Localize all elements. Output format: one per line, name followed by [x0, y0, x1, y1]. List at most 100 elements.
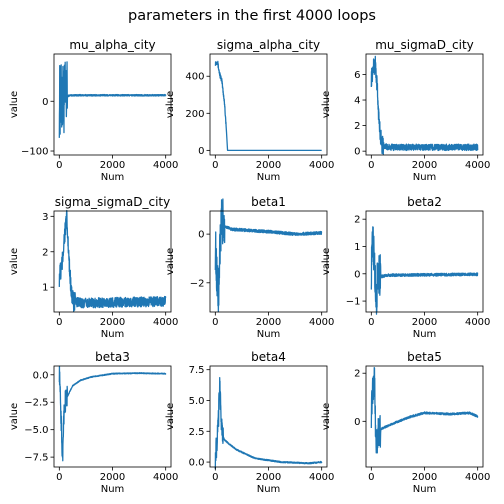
- y-tick-label: −5.0: [24, 425, 48, 436]
- y-tick-label: −1: [346, 297, 361, 308]
- y-tick-label: 400: [185, 72, 204, 83]
- x-tick-label: 4000: [309, 472, 334, 483]
- y-tick-label: 2: [354, 369, 360, 380]
- series-line: [214, 377, 323, 470]
- y-tick-label: 6: [354, 70, 360, 81]
- y-tick-label: 7.5: [189, 365, 205, 376]
- x-axis-label: Num: [101, 172, 125, 183]
- y-tick-label: 0: [198, 146, 204, 157]
- axes-frame: [365, 210, 484, 313]
- x-axis-label: Num: [101, 329, 125, 340]
- subplot-9: beta5 0 2000 4000 0 2 Num value: [321, 350, 490, 495]
- y-tick-label: 2.5: [189, 427, 205, 438]
- subplot-title: beta3: [95, 350, 130, 364]
- y-tick-label: 0.0: [33, 370, 49, 381]
- series-line: [370, 367, 479, 454]
- subplot-title: mu_sigmaD_city: [375, 38, 474, 52]
- x-tick-label: 4000: [153, 160, 178, 171]
- x-tick-label: 2000: [100, 317, 125, 328]
- figure-title: parameters in the first 4000 loops: [128, 8, 376, 24]
- y-tick-label: 0.0: [189, 458, 205, 469]
- series-line: [58, 209, 167, 313]
- x-tick-label: 2000: [256, 160, 281, 171]
- x-tick-label: 2000: [256, 317, 281, 328]
- x-tick-label: 4000: [309, 317, 334, 328]
- subplot-title: beta2: [407, 195, 442, 209]
- x-axis-label: Num: [257, 172, 281, 183]
- x-tick-label: 0: [212, 472, 218, 483]
- x-tick-label: 4000: [465, 472, 490, 483]
- x-tick-label: 2000: [412, 160, 437, 171]
- y-axis-label: value: [321, 91, 332, 118]
- series-line: [370, 226, 479, 315]
- x-axis-label: Num: [257, 484, 281, 495]
- x-axis-label: Num: [413, 329, 437, 340]
- series-line: [370, 55, 479, 155]
- y-tick-label: 0: [354, 417, 360, 428]
- subplot-6: beta2 0 2000 4000 −1 0 1 2 Num value: [321, 195, 490, 340]
- subplot-3: mu_sigmaD_city 0 2000 4000 0 2 4 6 Num value: [321, 38, 490, 183]
- x-axis-label: Num: [413, 172, 437, 183]
- subplot-title: beta1: [251, 195, 286, 209]
- y-axis-label: value: [165, 403, 176, 430]
- x-tick-label: 4000: [309, 160, 334, 171]
- x-tick-label: 0: [368, 317, 374, 328]
- y-tick-label: 0: [198, 230, 204, 241]
- y-tick-label: 200: [185, 109, 204, 120]
- x-axis-label: Num: [413, 484, 437, 495]
- y-tick-label: 3: [42, 212, 48, 223]
- y-axis-label: value: [9, 403, 20, 430]
- subplot-4: sigma_sigmaD_city 0 2000 4000 1 2 3 Num value: [9, 195, 178, 340]
- x-tick-label: 2000: [256, 472, 281, 483]
- y-axis-label: value: [321, 248, 332, 275]
- y-tick-label: 1: [42, 283, 48, 294]
- x-axis-label: Num: [101, 484, 125, 495]
- y-axis-label: value: [165, 91, 176, 118]
- subplot-title: sigma_alpha_city: [217, 38, 320, 52]
- y-axis-label: value: [9, 248, 20, 275]
- x-tick-label: 4000: [153, 317, 178, 328]
- y-tick-label: −7.5: [24, 453, 48, 464]
- y-axis-label: value: [9, 91, 20, 118]
- x-tick-label: 0: [56, 472, 62, 483]
- x-tick-label: 2000: [412, 317, 437, 328]
- x-tick-label: 4000: [153, 472, 178, 483]
- x-tick-label: 0: [368, 472, 374, 483]
- axes-frame: [365, 365, 484, 468]
- x-tick-label: 0: [212, 317, 218, 328]
- axes-frame: [53, 53, 172, 156]
- y-tick-label: 0: [354, 147, 360, 158]
- x-tick-label: 2000: [412, 472, 437, 483]
- series-line: [214, 60, 323, 152]
- subplot-7: beta3 0 2000 4000 −7.5 −5.0 −2.5 0.0 Num value: [9, 350, 178, 495]
- x-axis-label: Num: [257, 329, 281, 340]
- y-tick-label: 1: [354, 242, 360, 253]
- series-line: [58, 61, 167, 138]
- x-tick-label: 2000: [100, 472, 125, 483]
- y-tick-label: 0: [42, 97, 48, 108]
- y-tick-label: 4: [354, 96, 360, 107]
- y-tick-label: −100: [21, 147, 48, 158]
- subplot-title: sigma_sigmaD_city: [55, 195, 170, 209]
- subplot-2: sigma_alpha_city 0 2000 4000 0 200 400 Num value: [165, 38, 334, 183]
- y-tick-label: 2: [42, 247, 48, 258]
- subplot-title: mu_alpha_city: [69, 38, 155, 52]
- subplot-1: mu_alpha_city 0 2000 4000 −100 0 Num value: [9, 38, 178, 183]
- y-axis-label: value: [165, 248, 176, 275]
- series-line: [214, 198, 323, 313]
- y-tick-label: 2: [354, 121, 360, 132]
- y-axis-label: value: [321, 403, 332, 430]
- axes-frame: [53, 365, 172, 468]
- x-tick-label: 4000: [465, 160, 490, 171]
- subplot-8: beta4 0 2000 4000 0.0 2.5 5.0 7.5 Num value: [165, 350, 334, 495]
- y-tick-label: −2.5: [24, 398, 48, 409]
- y-tick-label: 2: [354, 215, 360, 226]
- x-tick-label: 0: [368, 160, 374, 171]
- axes-frame: [209, 365, 328, 468]
- x-tick-label: 0: [56, 317, 62, 328]
- subplot-title: beta4: [251, 350, 286, 364]
- subplot-title: beta5: [407, 350, 442, 364]
- x-tick-label: 0: [56, 160, 62, 171]
- y-tick-label: 5.0: [189, 396, 205, 407]
